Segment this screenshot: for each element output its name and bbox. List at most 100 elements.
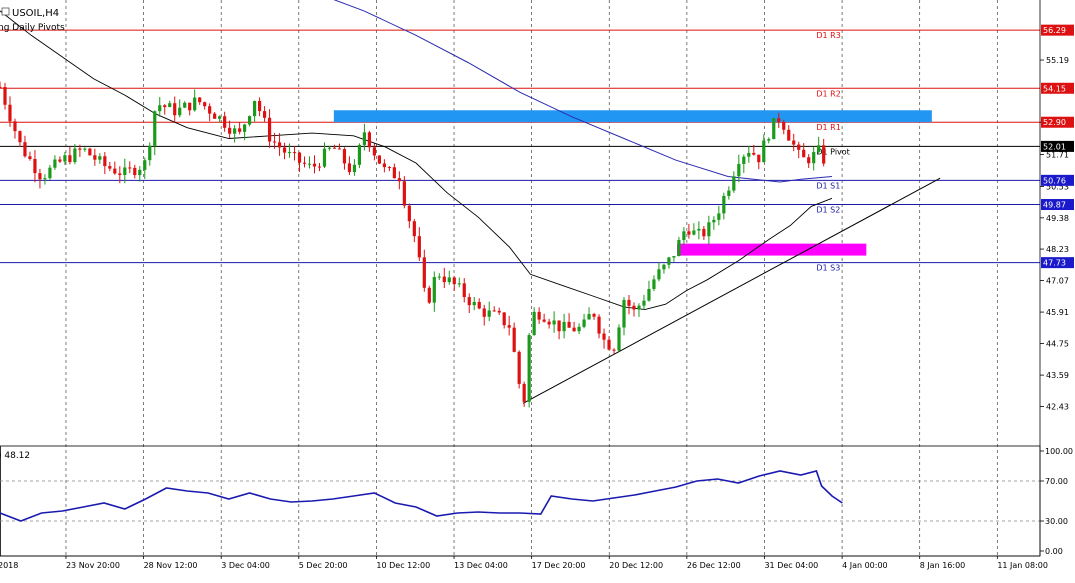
- price-badge-label: 52.90: [1043, 118, 1066, 127]
- candle-body: [153, 111, 157, 146]
- candle-body: [382, 163, 386, 168]
- candle-body: [622, 299, 626, 328]
- candle-body: [83, 148, 87, 150]
- price-panel: D1 R3 D1 R2 D1 R1 D1 Pivot D1 S1 D1 S2 D1 S3: [0, 0, 1040, 408]
- candle-body: [637, 305, 641, 310]
- candle-body: [477, 301, 481, 309]
- candle-body: [677, 239, 681, 257]
- candle-body: [148, 145, 152, 161]
- candle-body: [277, 142, 282, 148]
- candle-body: [752, 152, 756, 155]
- price-badge-label: 50.76: [1043, 176, 1066, 185]
- candle-body: [572, 327, 576, 332]
- candle-body: [0, 86, 2, 88]
- x-tick-label: 13 Dec 04:00: [454, 561, 508, 570]
- candle-body: [203, 102, 207, 107]
- candle-body: [302, 162, 307, 164]
- candle-body: [387, 167, 391, 169]
- x-tick-label: 3 Dec 04:00: [221, 561, 270, 570]
- price-badge: [1041, 199, 1074, 211]
- candle-body: [178, 107, 182, 116]
- y-tick-label: 44.75: [1046, 340, 1069, 349]
- candle-body: [417, 236, 421, 258]
- support-zone: [677, 243, 867, 256]
- candle-body: [442, 276, 446, 283]
- candle-body: [292, 152, 297, 154]
- price-badge-label: 47.73: [1043, 259, 1066, 268]
- candle-body: [437, 276, 441, 278]
- candle-body: [687, 231, 691, 235]
- candle-body: [223, 116, 227, 128]
- candle-body: [717, 213, 721, 220]
- candle-body: [113, 168, 117, 174]
- candle-body: [63, 155, 67, 162]
- candle-body: [233, 128, 237, 134]
- candle-body: [282, 147, 287, 153]
- price-badge: [1041, 174, 1074, 186]
- price-badge: [1041, 24, 1074, 36]
- candle-body: [562, 321, 566, 332]
- rsi-y-tick-label: 0.00: [1045, 547, 1063, 556]
- candle-body: [392, 167, 396, 179]
- candle-body: [88, 148, 92, 156]
- candle-body: [537, 311, 541, 320]
- candle-body: [287, 152, 292, 154]
- candle-body: [33, 158, 37, 174]
- pivot-label: D1 R3: [816, 31, 840, 40]
- candle-body: [732, 176, 736, 191]
- candle-body: [787, 129, 791, 141]
- price-badge: [1041, 82, 1074, 94]
- rsi-y-tick-label: 70.00: [1045, 477, 1068, 486]
- candle-body: [567, 321, 571, 328]
- candle-body: [327, 147, 332, 149]
- candle-body: [297, 152, 302, 163]
- trendline: [522, 177, 941, 404]
- fast-moving-average: [0, 10, 833, 311]
- candle-body: [422, 257, 426, 288]
- candle-body: [58, 159, 62, 162]
- price-badge: [1041, 140, 1074, 152]
- candle-body: [642, 300, 646, 306]
- candle-body: [317, 166, 322, 168]
- candle-body: [407, 205, 411, 222]
- candle-body: [447, 277, 451, 283]
- candle-body: [118, 173, 122, 175]
- candle-body: [13, 121, 17, 132]
- candle-body: [512, 327, 516, 352]
- x-tick-label: 4 Jan 00:00: [842, 561, 888, 570]
- candle-body: [43, 178, 47, 180]
- candle-body: [208, 106, 212, 114]
- y-tick-label: 43.59: [1046, 371, 1069, 380]
- candle-body: [168, 103, 172, 108]
- candle-body: [28, 156, 32, 159]
- price-badge: [1041, 257, 1074, 269]
- rsi-line: [0, 470, 843, 522]
- candle-body: [372, 147, 376, 156]
- candle-body: [98, 156, 102, 160]
- x-tick-label: 17 Dec 20:00: [532, 561, 586, 570]
- candle-body: [362, 132, 367, 146]
- candle-body: [3, 87, 7, 105]
- candle-body: [158, 105, 162, 112]
- candle-body: [312, 163, 317, 167]
- candle-body: [742, 156, 746, 164]
- x-tick-label: 8 Jan 16:00: [920, 561, 966, 570]
- candle-body: [662, 264, 666, 270]
- candle-body: [797, 144, 801, 150]
- y-tick-label: 48.23: [1046, 245, 1069, 254]
- candle-body: [807, 157, 811, 164]
- candle-body: [722, 195, 726, 214]
- y-tick-label: 50.53: [1046, 183, 1069, 192]
- candle-body: [188, 102, 192, 111]
- candle-body: [682, 231, 686, 240]
- price-badge: [1041, 116, 1074, 128]
- candle-body: [143, 160, 147, 170]
- candle-body: [73, 148, 77, 163]
- x-tick-label: 11 Jan 08:00: [997, 561, 1048, 570]
- candle-body: [133, 167, 137, 176]
- y-tick-label: 45.91: [1046, 308, 1069, 317]
- x-tick-label: 10 Dec 12:00: [376, 561, 430, 570]
- candle-body: [802, 149, 806, 158]
